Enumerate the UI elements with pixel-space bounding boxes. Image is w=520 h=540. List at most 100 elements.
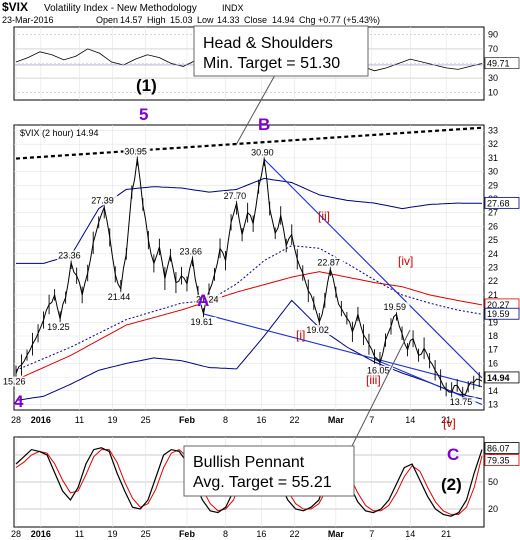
price-axis: 3332313029282726252423222120191817161514… — [484, 125, 520, 410]
price-tick-label: 30 — [488, 167, 498, 177]
price-tick-label: 27 — [488, 208, 498, 218]
price-tick-label: 32 — [488, 139, 498, 149]
bollinger-lower-band — [15, 299, 483, 401]
price-right-box — [484, 307, 520, 320]
price-tick-label: 16 — [488, 358, 498, 368]
exchange-label: INDX — [222, 3, 244, 13]
wave-4-label: 4 — [14, 392, 24, 411]
rsi-last-value: 49.71 — [487, 59, 510, 69]
x-tick-label-bottom: 22 — [289, 529, 299, 539]
price-label-bg — [365, 365, 393, 376]
high-value: 15.03 — [170, 15, 193, 25]
sub-iv-label: [iv] — [398, 254, 413, 268]
price-label-bg — [222, 191, 250, 202]
x-tick-label: 21 — [441, 415, 451, 425]
hs-target: Min. Target = 51.30 — [203, 55, 340, 72]
rsi-tick-label: 90 — [488, 29, 498, 39]
price-value-label: 19.59 — [384, 302, 407, 312]
x-tick-label: 28 — [11, 415, 21, 425]
x-tick-label: Mar — [328, 415, 345, 425]
price-tick-label: 29 — [488, 180, 498, 190]
rsi-tick-label: 70 — [488, 44, 498, 54]
stoch-tick-label: 50 — [488, 477, 498, 487]
wave-c-label: C — [447, 445, 459, 464]
low-value: 14.33 — [217, 15, 240, 25]
price-right-box — [484, 371, 520, 384]
price-tick-label: 25 — [488, 235, 498, 245]
hs-title: Head & Shoulders — [203, 35, 333, 52]
x-tick-label-bottom: Mar — [328, 529, 345, 539]
price-tick-label: 14 — [488, 386, 498, 396]
price-label-bg — [2, 376, 29, 387]
x-tick-label-bottom: 7 — [369, 529, 374, 539]
rsi-axis: 907050301049.71 — [484, 29, 520, 98]
price-tick-label: 17 — [488, 345, 498, 355]
stoch-last-box — [484, 454, 520, 466]
price-tick-label: 26 — [488, 221, 498, 231]
symbol-label: $VIX — [2, 0, 28, 14]
x-tick-label: 8 — [223, 415, 228, 425]
price-label-bg — [250, 147, 278, 158]
price-label-bg — [178, 246, 206, 257]
price-tick-label: 22 — [488, 276, 498, 286]
x-tick-label: 7 — [369, 415, 374, 425]
x-tick-label-bottom: 8 — [223, 529, 228, 539]
price-tick-label: 23 — [488, 263, 498, 273]
price-label-bg — [305, 325, 333, 336]
x-tick-label: 25 — [141, 415, 151, 425]
stoch-tick-label: 20 — [488, 504, 498, 514]
x-axis-bottom: 28 2016 11 19 25 Feb 8 16 22 Mar 7 14 21 — [11, 529, 451, 539]
pennant-title: Bullish Pennant — [193, 454, 305, 471]
price-value-label: 13.75 — [450, 397, 473, 407]
x-tick-label: 16 — [256, 415, 266, 425]
price-label-bg — [123, 146, 151, 157]
hs-pointer — [235, 74, 276, 146]
price-label-bg — [382, 302, 410, 313]
price-value-label: 21.44 — [108, 292, 131, 302]
price-value-label: 21.24 — [196, 295, 219, 305]
price-tick-label: 21 — [488, 290, 498, 300]
price-tick-label: 24 — [488, 249, 498, 259]
open-value: 14.57 — [120, 15, 143, 25]
x-tick-label: 2016 — [31, 415, 51, 425]
pennant-target: Avg. Target = 55.21 — [193, 474, 332, 491]
price-right-label: 19.59 — [487, 309, 510, 319]
index-name: Volatility Index - New Methodology — [44, 3, 197, 14]
x-tick-label: 11 — [75, 415, 84, 425]
price-right-label: 14.94 — [487, 373, 510, 383]
price-labels: 15.26 19.25 23.36 21.44 27.39 30.95 23.66 21.24… — [2, 146, 476, 408]
price-tick-label: 31 — [488, 153, 498, 163]
price-label-bg — [90, 195, 118, 206]
x-tick-label-bottom: 11 — [75, 529, 84, 539]
price-tick-label: 18 — [488, 331, 498, 341]
x-axis-mid: 28 2016 11 19 25 Feb 8 16 22 Mar 7 14 21 — [11, 415, 451, 425]
price-label-bg — [46, 321, 74, 332]
price-label-bg — [316, 257, 344, 268]
x-tick-label-bottom: 25 — [141, 529, 151, 539]
chart-header: $VIX Volatility Index - New Methodology … — [2, 0, 380, 25]
price-label-bg — [189, 316, 217, 327]
sub-v-label: [v] — [443, 416, 456, 430]
sub-i-label: [i] — [296, 328, 305, 342]
panel-legend: $VIX (2 hour) 14.94 — [20, 128, 99, 138]
x-tick-label-bottom: 19 — [108, 529, 118, 539]
price-right-label: 20.27 — [487, 300, 510, 310]
wave-2-label: (2) — [441, 475, 462, 494]
high-label: High — [147, 15, 166, 25]
x-tick-label-bottom: Feb — [179, 529, 196, 539]
price-label-bg — [57, 250, 85, 261]
x-tick-label-bottom: 14 — [405, 529, 415, 539]
wave-a-label: A — [197, 291, 209, 310]
wave-labels: (1) 5 B A 4 C (2) [ii] [i] [iv] [iii] [v… — [14, 76, 462, 494]
wave-1-label: (1) — [136, 76, 157, 95]
close-value: 14.94 — [272, 15, 295, 25]
sub-ii-label: [ii] — [318, 209, 330, 223]
x-tick-label-bottom: 21 — [441, 529, 451, 539]
pennant-callout: Bullish Pennant Avg. Target = 55.21 — [183, 329, 411, 497]
x-tick-label: 19 — [108, 415, 118, 425]
hs-callout: Head & Shoulders Min. Target = 51.30 — [193, 25, 369, 146]
price-value-label: 30.95 — [124, 147, 147, 157]
open-label: Open — [96, 15, 118, 25]
bollinger-upper-band — [16, 177, 483, 264]
